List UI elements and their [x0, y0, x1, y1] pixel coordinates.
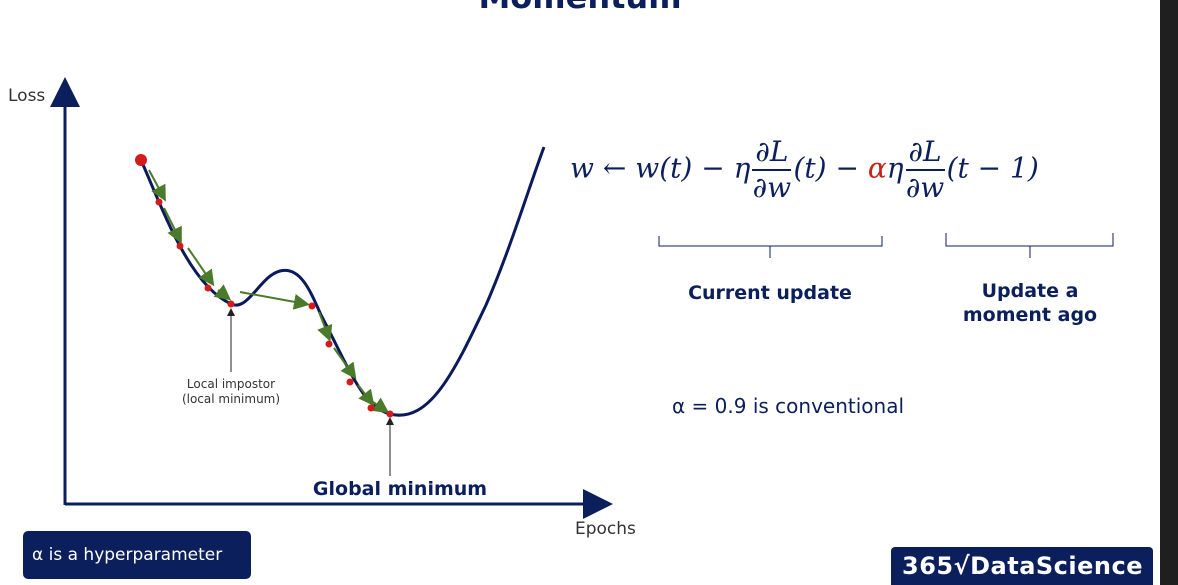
step-arrow [333, 347, 357, 380]
step-arrow [371, 397, 390, 414]
y-axis-label: Loss [8, 86, 46, 106]
momentum-steps [148, 169, 390, 414]
local-min-line1: Local impostor [186, 377, 276, 391]
side-strip [1160, 0, 1178, 585]
start-point [135, 154, 147, 166]
step-point [155, 198, 163, 206]
momentum-formula: w ← w(t) − η ∂L ∂w (t) − αη ∂L ∂w (t − 1) [570, 135, 1039, 205]
formula-term1: w(t) − η [635, 151, 751, 185]
formula-alpha: α [867, 151, 887, 185]
step-point [227, 300, 235, 308]
step-point [308, 302, 316, 310]
gradient-points [135, 154, 394, 418]
step-arrow [187, 247, 215, 287]
step-point [176, 242, 184, 250]
formula-eta: η [886, 151, 904, 185]
formula-fraction-2: ∂L ∂w [905, 135, 945, 205]
hyperparameter-badge: α is a hyperparameter [23, 531, 251, 579]
step-point [325, 340, 333, 348]
formula-arrow: ← [602, 151, 627, 185]
moment-ago-line2: moment ago [962, 304, 1098, 326]
current-update-label: Current update [688, 282, 852, 304]
step-arrow [239, 291, 310, 310]
slide-title: Momentum [0, 0, 1160, 16]
moment-ago-line1: Update a [981, 280, 1079, 302]
step-arrow [148, 169, 166, 202]
fraction-numerator: ∂L [905, 135, 945, 171]
global-min-annotation: Global minimum [312, 478, 488, 500]
brace-moment-ago [945, 233, 1114, 258]
local-min-line2: (local minimum) [181, 392, 281, 406]
moment-ago-label: Update a moment ago [930, 279, 1130, 327]
step-point [346, 378, 354, 386]
alpha-conventional-note: α = 0.9 is conventional [672, 394, 905, 418]
fraction-numerator: ∂L [752, 135, 792, 171]
step-point [204, 284, 212, 292]
formula-term2: (t) − [793, 151, 859, 185]
formula-term3: (t − 1) [946, 151, 1039, 185]
step-arrow [213, 284, 232, 301]
step-point [386, 410, 394, 418]
step-arrow [357, 384, 375, 407]
loss-curve [139, 146, 546, 417]
step-arrow [163, 207, 182, 244]
formula-fraction-1: ∂L ∂w [752, 135, 792, 205]
step-point [367, 404, 375, 412]
fraction-denominator: ∂w [752, 171, 792, 204]
fraction-denominator: ∂w [905, 171, 945, 204]
local-min-annotation: Local impostor (local minimum) [172, 377, 290, 407]
x-axis-label: Epochs [575, 519, 636, 539]
formula-lhs: w [570, 151, 594, 185]
brace-current-update [658, 236, 883, 258]
step-arrow [317, 311, 333, 342]
brand-logo: 365√DataScience [891, 547, 1153, 585]
